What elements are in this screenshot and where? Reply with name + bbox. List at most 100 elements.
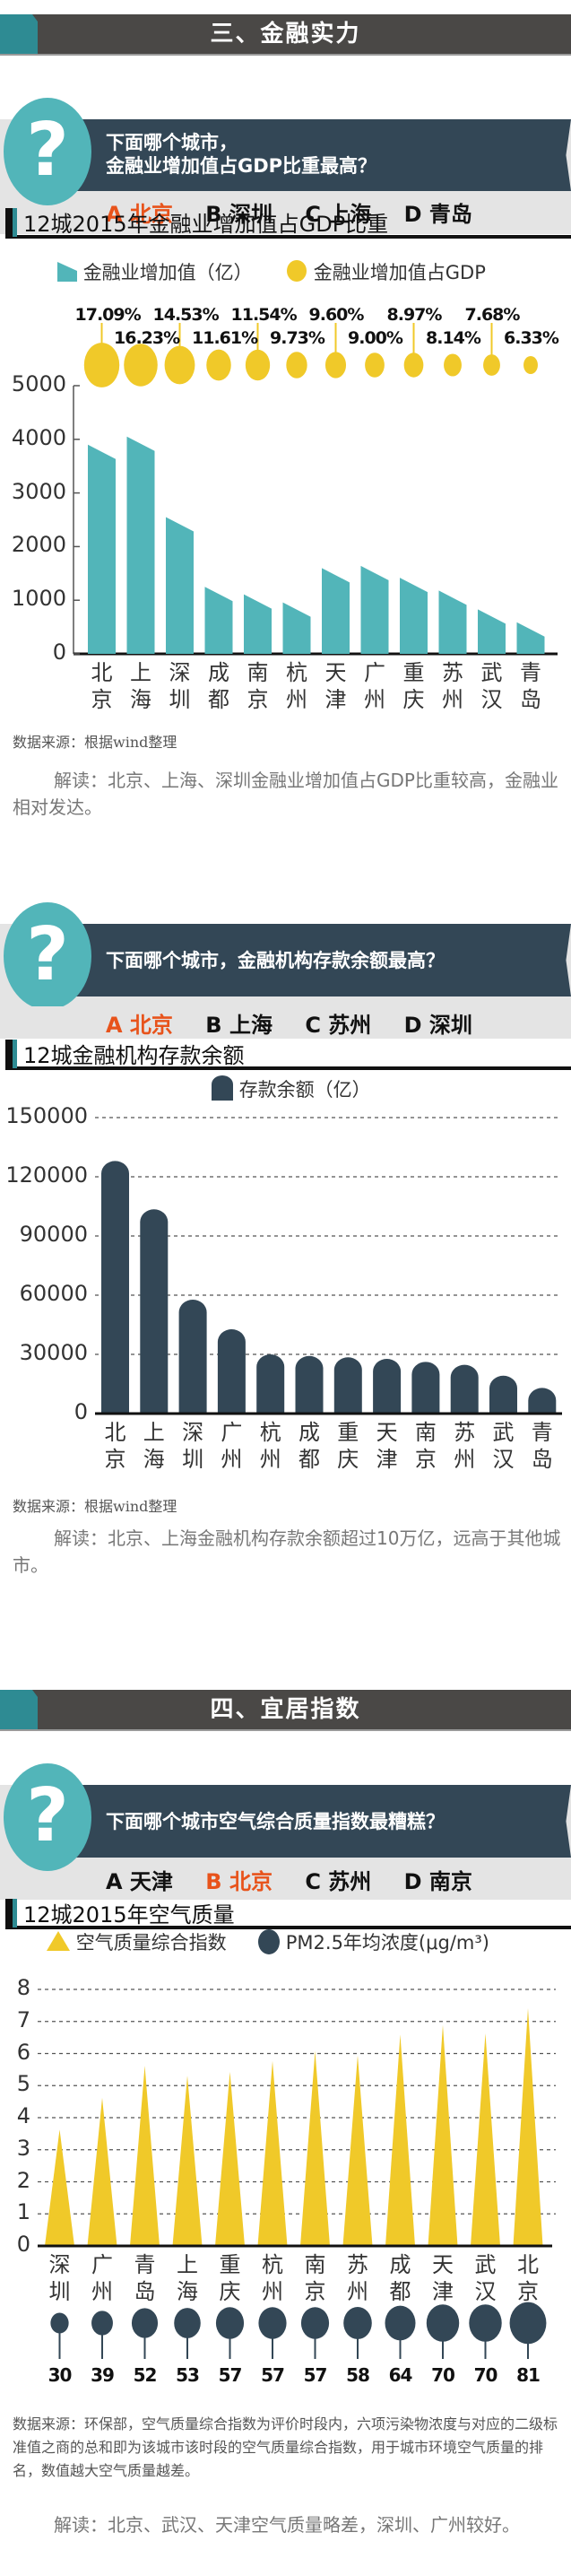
pct-circle [286, 352, 307, 379]
x-category-label: 武汉 [492, 1420, 515, 1472]
pm25-circle [258, 2307, 287, 2339]
bar [360, 565, 389, 654]
y-tick-label: 0 [16, 2232, 30, 2257]
question-3: ? 下面哪个城市空气综合质量指数最糟糕？ A 天津 B 北京 C 苏州 D 南京 [0, 1763, 571, 1900]
triangle-bar [300, 2050, 330, 2246]
y-tick-label: 30000 [19, 1340, 88, 1365]
x-category-label: 成都 [298, 1420, 320, 1472]
bar [322, 568, 350, 654]
question-1: ? 下面哪个城市， 金融业增加值占GDP比重最高？ A 北京 B 深圳 C 上海… [0, 98, 571, 234]
legend-circle-label: 金融业增加值占GDP [313, 262, 486, 283]
triangle-bar [45, 2129, 74, 2246]
bar [88, 444, 116, 654]
pm25-value: 64 [388, 2364, 413, 2386]
question-line-1: 下面哪个城市， [106, 132, 238, 153]
option-c[interactable]: C 上海 [305, 202, 372, 227]
pm25-circle [215, 2307, 245, 2339]
legend-circle-label: PM2.5年均浓度(μg/m³) [285, 1932, 489, 1954]
bar [140, 1209, 169, 1414]
chart-1-title: 12城2015年金融业增加值占GDP比重 [5, 205, 571, 239]
pm25-circle [174, 2308, 201, 2338]
y-tick-label: 7 [16, 2006, 30, 2032]
triangle-bar [471, 2032, 500, 2246]
x-category-label: 苏州 [454, 1420, 476, 1472]
chart-3-svg [38, 1989, 556, 2359]
option-a[interactable]: A 北京 [106, 1013, 173, 1038]
x-category-label: 上海 [130, 660, 151, 712]
x-category-label: 深圳 [169, 660, 191, 712]
chart-3-title: 12城2015年空气质量 [5, 1895, 571, 1929]
pm25-value: 30 [48, 2364, 73, 2386]
chart-1-svg [73, 323, 558, 656]
pct-label: 8.97% [386, 305, 443, 325]
x-category-label: 广州 [91, 2252, 113, 2304]
option-a[interactable]: A 北京 [106, 202, 173, 227]
y-tick-label: 1 [16, 2199, 30, 2225]
x-category-label: 杭州 [262, 2252, 283, 2304]
chart-2-svg [95, 1117, 562, 1415]
bar [204, 587, 233, 654]
pm25-value: 57 [218, 2364, 243, 2386]
answer-options-row: A 北京 B 上海 C 苏州 D 深圳 [106, 1007, 497, 1039]
question-2: ? 下面哪个城市，金融机构存款余额最高？ A 北京 B 上海 C 苏州 D 深圳 [0, 902, 571, 1010]
option-b[interactable]: B 北京 [205, 1869, 273, 1894]
bar [244, 594, 272, 654]
section-header-finance: 三、金融实力 [0, 14, 571, 56]
option-d[interactable]: D 南京 [403, 1869, 472, 1894]
x-category-label: 南京 [414, 1420, 437, 1472]
question-mark-icon: ? [4, 98, 91, 205]
option-b[interactable]: B 深圳 [205, 202, 273, 227]
bar [450, 1364, 479, 1414]
y-tick-label: 5000 [11, 371, 66, 396]
x-category-label: 成都 [208, 660, 229, 712]
pct-label: 16.23% [114, 328, 180, 348]
pm25-circle [300, 2307, 330, 2339]
option-a[interactable]: A 天津 [106, 1869, 173, 1894]
question-text: 下面哪个城市空气综合质量指数最糟糕？ [106, 1811, 445, 1832]
option-b[interactable]: B 上海 [205, 1013, 273, 1038]
triangle-legend-icon [47, 1931, 70, 1951]
y-tick-label: 5 [16, 2071, 30, 2097]
question-line-2: 金融业增加值占GDP比重最高？ [106, 155, 377, 177]
title-marker-accent [13, 1899, 17, 1928]
title-marker-accent [13, 208, 17, 237]
triangle-bar [87, 2097, 117, 2246]
x-category-label: 天津 [376, 1420, 398, 1472]
x-category-label: 青岛 [134, 2252, 156, 2304]
title-marker [5, 208, 13, 237]
pct-circle [206, 349, 231, 381]
x-category-label: 上海 [177, 2252, 198, 2304]
chart-2-plot: 0 30000 60000 90000 120000 150000 北京上海深圳广州杭州成都… [0, 1103, 571, 1480]
option-d[interactable]: D 青岛 [403, 202, 472, 227]
bar [295, 1355, 324, 1414]
bar [101, 1161, 129, 1414]
answer-options: A 天津 B 北京 C 苏州 D 南京 [106, 1864, 497, 1895]
pct-label: 9.73% [270, 328, 325, 348]
y-tick-label: 3000 [11, 478, 66, 504]
x-category-label: 重庆 [219, 2252, 241, 2304]
chart-2-legend: 存款余额（亿） [212, 1075, 371, 1102]
bar [411, 1362, 440, 1414]
data-source: 数据来源：根据wind整理 [13, 1498, 177, 1515]
option-c[interactable]: C 苏州 [305, 1869, 372, 1894]
y-tick-label: 6 [16, 2039, 30, 2065]
x-category-label: 广州 [221, 1420, 243, 1472]
x-category-label: 武汉 [480, 660, 503, 712]
header-accent [0, 14, 38, 54]
title-marker [5, 1040, 13, 1068]
x-category-label: 深圳 [182, 1420, 204, 1472]
triangle-bar [385, 2034, 415, 2246]
section-title: 四、宜居指数 [210, 1696, 361, 1723]
question-banner [72, 119, 571, 191]
option-c[interactable]: C 苏州 [305, 1013, 372, 1038]
pct-circle [124, 344, 158, 387]
x-category-label: 杭州 [286, 660, 307, 712]
pct-label: 14.53% [152, 305, 220, 325]
y-tick-label: 60000 [19, 1281, 88, 1306]
bar [516, 622, 545, 654]
triangle-bar [342, 2055, 373, 2246]
option-d[interactable]: D 深圳 [403, 1013, 472, 1038]
pm25-circle [91, 2311, 113, 2336]
x-category-label: 天津 [432, 2252, 454, 2304]
x-category-label: 北京 [517, 2252, 539, 2304]
